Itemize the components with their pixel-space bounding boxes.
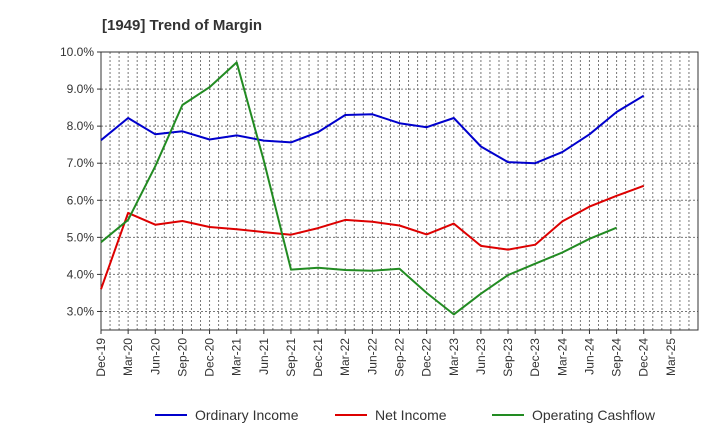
x-tick-label: Sep-21 — [284, 338, 298, 377]
x-tick-label: Sep-23 — [501, 338, 515, 377]
x-tick-label: Jun-24 — [582, 338, 596, 375]
y-tick-label: 5.0% — [67, 230, 95, 244]
legend-label-net-income: Net Income — [375, 407, 447, 423]
grid — [101, 51, 698, 330]
x-tick-label: Sep-24 — [610, 338, 624, 377]
y-tick-label: 4.0% — [67, 267, 95, 281]
x-tick-label: Jun-21 — [257, 338, 271, 375]
x-tick-label: Mar-23 — [447, 338, 461, 376]
y-tick-label: 9.0% — [67, 82, 95, 96]
x-tick-label: Dec-24 — [637, 338, 651, 377]
x-tick-label: Sep-22 — [393, 338, 407, 377]
x-tick-label: Dec-21 — [311, 338, 325, 377]
y-tick-label: 8.0% — [67, 119, 95, 133]
chart-title: [1949] Trend of Margin — [102, 17, 262, 34]
y-tick-label: 6.0% — [67, 193, 95, 207]
x-tick-label: Dec-20 — [203, 338, 217, 377]
legend-label-ordinary-income: Ordinary Income — [195, 407, 299, 423]
x-tick-label: Mar-24 — [555, 338, 569, 376]
series-line-ordinary-income — [100, 94, 645, 165]
x-tick-label: Dec-19 — [94, 338, 108, 377]
x-tick-label: Jun-22 — [365, 338, 379, 375]
x-tick-label: Dec-22 — [420, 338, 434, 377]
y-tick-label: 3.0% — [67, 304, 95, 318]
series-line-net-income — [100, 184, 645, 290]
legend-label-operating-cashflow: Operating Cashflow — [532, 407, 656, 423]
y-tick-label: 10.0% — [60, 45, 94, 59]
x-tick-label: Jun-23 — [474, 338, 488, 375]
y-tick-label: 7.0% — [67, 156, 95, 170]
x-tick-label: Mar-25 — [664, 338, 678, 376]
legend: Ordinary Income Net Income Operating Cashf… — [155, 407, 656, 423]
series-line-operating-cashflow — [100, 61, 617, 316]
x-tick-label: Mar-22 — [338, 338, 352, 376]
y-axis: 3.0% 4.0% 5.0% 6.0% 7.0% 8.0% 9.0% 10.0% — [60, 45, 101, 318]
x-tick-label: Jun-20 — [148, 338, 162, 375]
x-tick-label: Mar-21 — [230, 338, 244, 376]
series-lines — [100, 61, 645, 316]
x-tick-label: Mar-20 — [121, 338, 135, 376]
x-tick-label: Dec-23 — [528, 338, 542, 377]
x-axis: Dec-19 Mar-20 Jun-20 Sep-20 Dec-20 Mar-21 Jun-… — [94, 330, 678, 377]
x-tick-label: Sep-20 — [175, 338, 189, 377]
